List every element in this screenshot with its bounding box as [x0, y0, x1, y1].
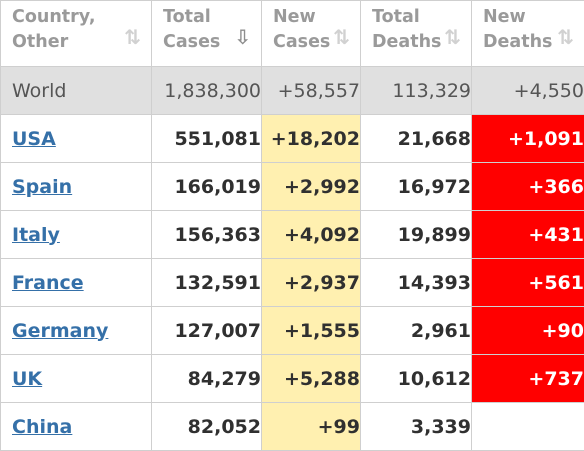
country-link[interactable]: Italy	[12, 223, 60, 246]
table-row: France 132,591 +2,937 14,393 +561	[0, 258, 584, 307]
total-cases-cell: 166,019	[151, 162, 262, 211]
country-cell: Spain	[0, 162, 152, 211]
country-cell: USA	[0, 114, 152, 163]
column-header-label: Total Cases	[163, 7, 221, 52]
country-link[interactable]: Germany	[12, 319, 109, 342]
new-cases-cell: +2,992	[261, 162, 361, 211]
new-deaths-cell: +561	[471, 258, 584, 307]
country-link[interactable]: China	[12, 415, 73, 438]
total-deaths-cell: 3,339	[360, 402, 472, 451]
country-cell: China	[0, 402, 152, 451]
country-cell: France	[0, 258, 152, 307]
new-cases-cell: +1,555	[261, 306, 361, 355]
total-deaths-cell: 19,899	[360, 210, 472, 259]
total-deaths-cell: 2,961	[360, 306, 472, 355]
new-deaths-cell: +4,550	[471, 66, 584, 115]
new-deaths-cell	[471, 402, 584, 451]
table-row: UK 84,279 +5,288 10,612 +737	[0, 354, 584, 403]
country-link[interactable]: Spain	[12, 175, 73, 198]
table-row: China 82,052 +99 3,339	[0, 402, 584, 451]
sort-descending-icon[interactable]: ⇩	[234, 25, 251, 49]
total-cases-cell: 551,081	[151, 114, 262, 163]
column-header-total-cases[interactable]: Total Cases ⇩	[151, 0, 262, 67]
new-cases-cell: +99	[261, 402, 361, 451]
country-cell: World	[0, 66, 152, 115]
column-header-new-deaths[interactable]: New Deaths ⇅	[471, 0, 584, 67]
world-total-row: World 1,838,300 +58,557 113,329 +4,550	[0, 66, 584, 115]
sort-icon[interactable]: ⇅	[333, 25, 350, 49]
country-cell: Italy	[0, 210, 152, 259]
total-deaths-cell: 21,668	[360, 114, 472, 163]
total-cases-cell: 1,838,300	[151, 66, 262, 115]
sort-icon[interactable]: ⇅	[124, 25, 141, 49]
new-cases-cell: +2,937	[261, 258, 361, 307]
column-header-label: New Deaths	[483, 7, 553, 52]
country-cell: UK	[0, 354, 152, 403]
total-deaths-cell: 10,612	[360, 354, 472, 403]
new-deaths-cell: +1,091	[471, 114, 584, 163]
new-deaths-cell: +366	[471, 162, 584, 211]
new-cases-cell: +4,092	[261, 210, 361, 259]
country-link[interactable]: UK	[12, 367, 43, 390]
country-link[interactable]: France	[12, 271, 84, 294]
total-cases-cell: 84,279	[151, 354, 262, 403]
total-cases-cell: 127,007	[151, 306, 262, 355]
new-cases-cell: +58,557	[261, 66, 361, 115]
sort-icon[interactable]: ⇅	[444, 25, 461, 49]
header-row: Country, Other ⇅ Total Cases ⇩ New Cases…	[0, 0, 584, 67]
total-deaths-cell: 14,393	[360, 258, 472, 307]
table-row: USA 551,081 +18,202 21,668 +1,091	[0, 114, 584, 163]
table-row: Italy 156,363 +4,092 19,899 +431	[0, 210, 584, 259]
new-cases-cell: +5,288	[261, 354, 361, 403]
new-deaths-cell: +90	[471, 306, 584, 355]
column-header-label: New Cases	[273, 7, 331, 52]
total-cases-cell: 132,591	[151, 258, 262, 307]
column-header-new-cases[interactable]: New Cases ⇅	[261, 0, 361, 67]
country-link[interactable]: USA	[12, 127, 56, 150]
sort-icon[interactable]: ⇅	[557, 25, 574, 49]
country-cell: Germany	[0, 306, 152, 355]
column-header-country[interactable]: Country, Other ⇅	[0, 0, 152, 67]
column-header-total-deaths[interactable]: Total Deaths ⇅	[360, 0, 472, 67]
table-row: Spain 166,019 +2,992 16,972 +366	[0, 162, 584, 211]
total-cases-cell: 82,052	[151, 402, 262, 451]
table-body: World 1,838,300 +58,557 113,329 +4,550 U…	[0, 66, 584, 451]
new-deaths-cell: +431	[471, 210, 584, 259]
total-deaths-cell: 16,972	[360, 162, 472, 211]
total-cases-cell: 156,363	[151, 210, 262, 259]
table-header: Country, Other ⇅ Total Cases ⇩ New Cases…	[0, 0, 584, 67]
table-row: Germany 127,007 +1,555 2,961 +90	[0, 306, 584, 355]
new-cases-cell: +18,202	[261, 114, 361, 163]
total-deaths-cell: 113,329	[360, 66, 472, 115]
column-header-label: Country, Other	[12, 7, 96, 52]
column-header-label: Total Deaths	[372, 7, 442, 52]
new-deaths-cell: +737	[471, 354, 584, 403]
